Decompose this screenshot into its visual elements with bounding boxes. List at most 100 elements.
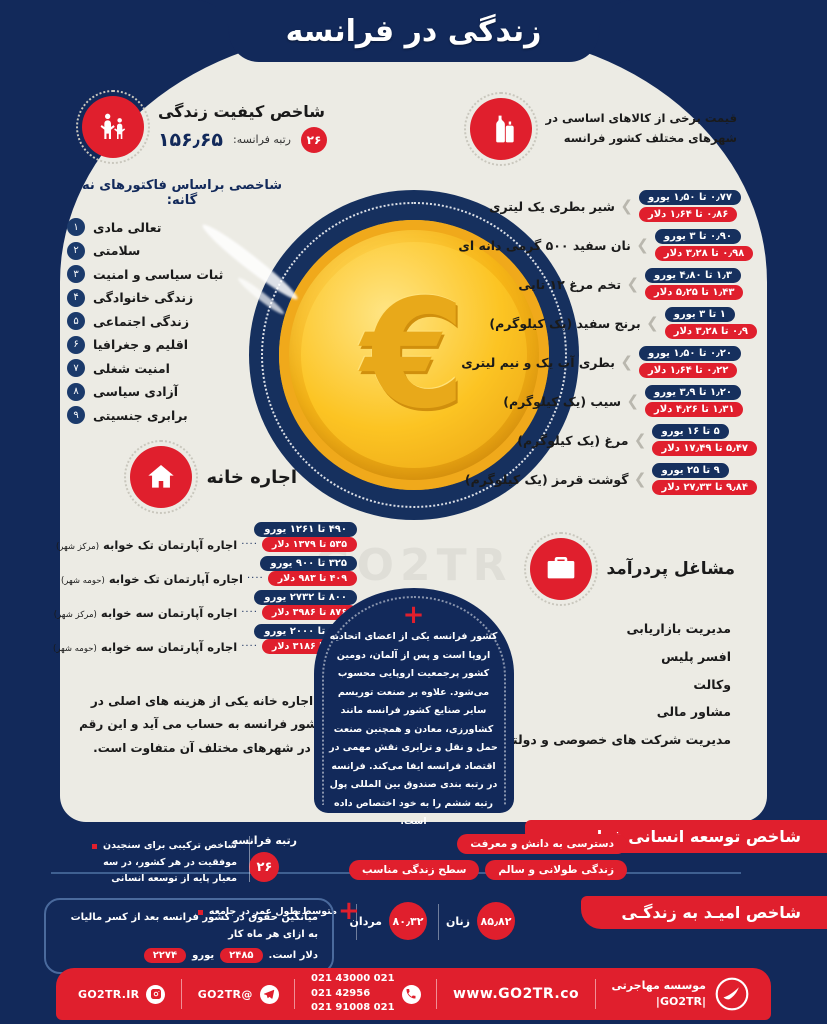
life-separator [438,904,439,940]
price-eur-badge: ۹ تا ۲۵ یورو [652,463,729,478]
factor-item: ۹ برابری جنسیتی [67,406,297,424]
telegram-block[interactable]: @GO2TR [197,984,279,1004]
rent-usd-badge: ۸۷۶ تا ۳۹۸۶ دلار [261,605,357,620]
price-row: ۱ تا ۳ یورو ۰٫۹ تا ۳٫۲۸ دلار ❯ برنج سفید … [401,307,757,339]
job-label: افسر پلیس [661,648,731,664]
factor-label: اقلیم و جغرافیا [93,337,189,352]
salary-eur-value: ۲۲۷۴ [143,948,187,963]
factor-number: ۵ [67,312,85,330]
price-usd-badge: ۰٫۸۶ تا ۱٫۶۴ دلار [638,207,738,222]
salary-box: + میانگین حقوق در کشور فرانسه بعد از کسر… [44,896,360,974]
leader-dots: ···· [241,641,258,652]
instagram-icon [146,984,166,1004]
price-row: ۱٫۳ تا ۴٫۸۰ یورو ۱٫۴۳ تا ۵٫۲۵ دلار ❯ تخم … [401,268,744,300]
price-list: ۰٫۷۷ تا ۱٫۵۰ یورو ۰٫۸۶ تا ۱٫۶۴ دلار ❯ شیر… [401,190,757,502]
about-france-text: کشور فرانسه یکی از اعضای اتحادیه اروپا ا… [329,631,498,828]
job-label: وکالت [693,676,731,692]
price-item-name: شیر بطری یک لیتری [488,198,615,214]
price-eur-badge: ۵ تا ۱۶ یورو [652,424,729,439]
hdi-tags: دسترسی به دانش و معرفت زندگی طولانی و سا… [337,834,627,880]
rent-note: اجاره خانه یکی از هزینه های اصلی در کشور… [79,694,325,755]
price-row: ۹ تا ۲۵ یورو ۹٫۸۴ تا ۲۷٫۳۳ دلار ❯ گوشت قر… [401,463,757,495]
family-icon [75,90,150,164]
factor-number: ۳ [67,265,85,283]
life-band-title: شاخص امیـد به زندگـی [581,896,827,929]
chevron-icon: ❯ [633,431,647,449]
price-row: ۰٫۷۷ تا ۱٫۵۰ یورو ۰٫۸۶ تا ۱٫۶۴ دلار ❯ شیر… [401,190,741,222]
rent-eur-badge: ۴۹۰ تا ۱۲۶۱ یورو [254,522,357,537]
factors-heading: شاخصی براساس فاکتورهای نه گانه: [81,178,283,208]
goods-header-line1: قیمت برخی از کالاهای اساسی در [545,111,737,126]
job-label: مدیریت شرکت های خصوصی و دولتی [500,732,731,747]
bottle-icon [464,92,539,166]
rent-usd-badge: ۴۰۹ تا ۹۸۳ دلار [267,571,357,586]
rent-item-name: اجاره آپارتمان سه خوابه (حومه شهر) [53,639,238,654]
rent-list: ۴۹۰ تا ۱۲۶۱ یورو ۵۳۵ تا ۱۳۷۹ دلار ···· ا… [53,522,357,658]
rent-item-name: اجاره آپارتمان تک خوابه (حومه شهر) [60,571,243,586]
factor-item: ۴ زندگی خانوادگی [67,288,297,307]
factor-label: ثبات سیاسی و امنیت [93,266,224,282]
bullet-icon [197,910,203,915]
price-eur-badge: ۱٫۲۰ تا ۳٫۹ یورو [645,385,741,400]
nine-factors-list: شاخصی براساس فاکتورهای نه گانه: ۱ تعالی م… [67,178,297,430]
jobs-header: مشاغل پردرآمد [524,532,735,606]
factor-number: ۶ [67,335,85,354]
factor-item: ۶ اقلیم و جغرافیا [67,335,297,354]
price-item-name: بطری آب یک و نیم لیتری [461,354,615,370]
salary-usd-unit: دلار است. [268,950,318,961]
hdi-band: شاخص توسعه انسانی فرانسه رتبه فرانسه ۲۶ … [0,820,827,900]
rent-header: اجاره خانه [124,440,297,514]
bullet-icon [92,844,97,849]
life-men-stat: ۸۰٫۳۲ مردان [350,902,427,940]
hdi-rank-badge: ۲۶ [249,852,280,882]
price-usd-badge: ۱٫۳۱ تا ۴٫۲۶ دلار [645,402,744,417]
rent-title: اجاره خانه [206,466,297,488]
factor-number: ۴ [67,288,85,307]
price-item-name: تخم مرغ ۱۲ تایی [518,276,622,292]
rent-eur-badge: ۳۲۵ تا ۹۰۰ یورو [260,556,357,571]
phone-icon [401,984,421,1004]
life-women-label: زنان [446,914,470,928]
goods-header-line2: شهرهای مختلف کشور فرانسه [563,131,737,145]
about-france-panel: + کشور فرانسه یکی از اعضای اتحادیه اروپا… [313,588,514,827]
telegram-handle: @GO2TR [197,987,253,1001]
chevron-icon: ❯ [646,314,659,332]
go2tr-logo-icon [715,977,749,1011]
life-separator [356,904,357,940]
chevron-icon: ❯ [626,392,640,410]
chevron-icon: ❯ [626,275,640,293]
job-label: مدیریت بازاریابی [626,621,732,636]
life-men-value: ۸۰٫۳۲ [389,902,427,940]
rent-item-name: اجاره آپارتمان تک خوابه (مرکز شهر) [55,537,238,552]
price-usd-badge: ۰٫۹ تا ۳٫۲۸ دلار [664,324,757,339]
qol-value: ۱۵۶٫۶۵ [157,128,224,151]
factor-label: زندگی اجتماعی [93,313,190,329]
hdi-separator [249,836,250,882]
rent-row: ۶۸۰ تا ۲۰۰۰ یورو ۷۴۳ تا ۳۱۸۶ دلار ···· ا… [53,624,357,654]
price-item-name: نان سفید ۵۰۰ گرمی دانه ای [458,237,631,253]
price-usd-badge: ۹٫۸۴ تا ۲۷٫۳۳ دلار [652,480,757,495]
price-item-name: برنج سفید (یک کیلوگرم) [489,315,641,331]
euro-coin-graphic: € [248,190,579,520]
rent-row: ۳۲۵ تا ۹۰۰ یورو ۴۰۹ تا ۹۸۳ دلار ···· اجا… [57,556,357,586]
website-link[interactable]: www.GO2TR.co [452,986,580,1002]
brand-block: موسسه مهاجرتی |GO2TR| [612,977,749,1011]
factor-item: ۵ زندگی اجتماعی [67,312,297,330]
instagram-block[interactable]: GO2TR.IR [78,984,166,1004]
price-row: ۰٫۹۰ تا ۳ یورو ۰٫۹۸ تا ۳٫۲۸ دلار ❯ نان سف… [401,229,754,261]
factor-label: سلامتی [93,243,141,258]
price-eur-badge: ۰٫۹۰ تا ۳ یورو [654,229,741,244]
life-women-value: ۸۵٫۸۲ [477,902,515,940]
page-title: زندگی در فرانسه [285,13,542,49]
price-item-name: مرغ (یک کیلوگرم) [517,432,629,448]
life-expectancy-band: شاخص امیـد به زندگـی متوسط طول عمر در جا… [0,896,827,974]
euro-symbol: € [361,268,466,442]
chevron-icon: ❯ [636,236,649,254]
price-usd-badge: ۵٫۴۷ تا ۱۷٫۴۹ دلار [652,441,757,456]
salary-text: میانگین حقوق در کشور فرانسه بعد از کسر م… [70,912,318,940]
plus-icon: + [402,600,425,630]
factor-label: آزادی سیاسی [93,384,179,399]
life-men-label: مردان [349,914,382,928]
factor-number: ۲ [67,241,85,260]
jobs-title: مشاغل پردرآمد [606,559,735,579]
